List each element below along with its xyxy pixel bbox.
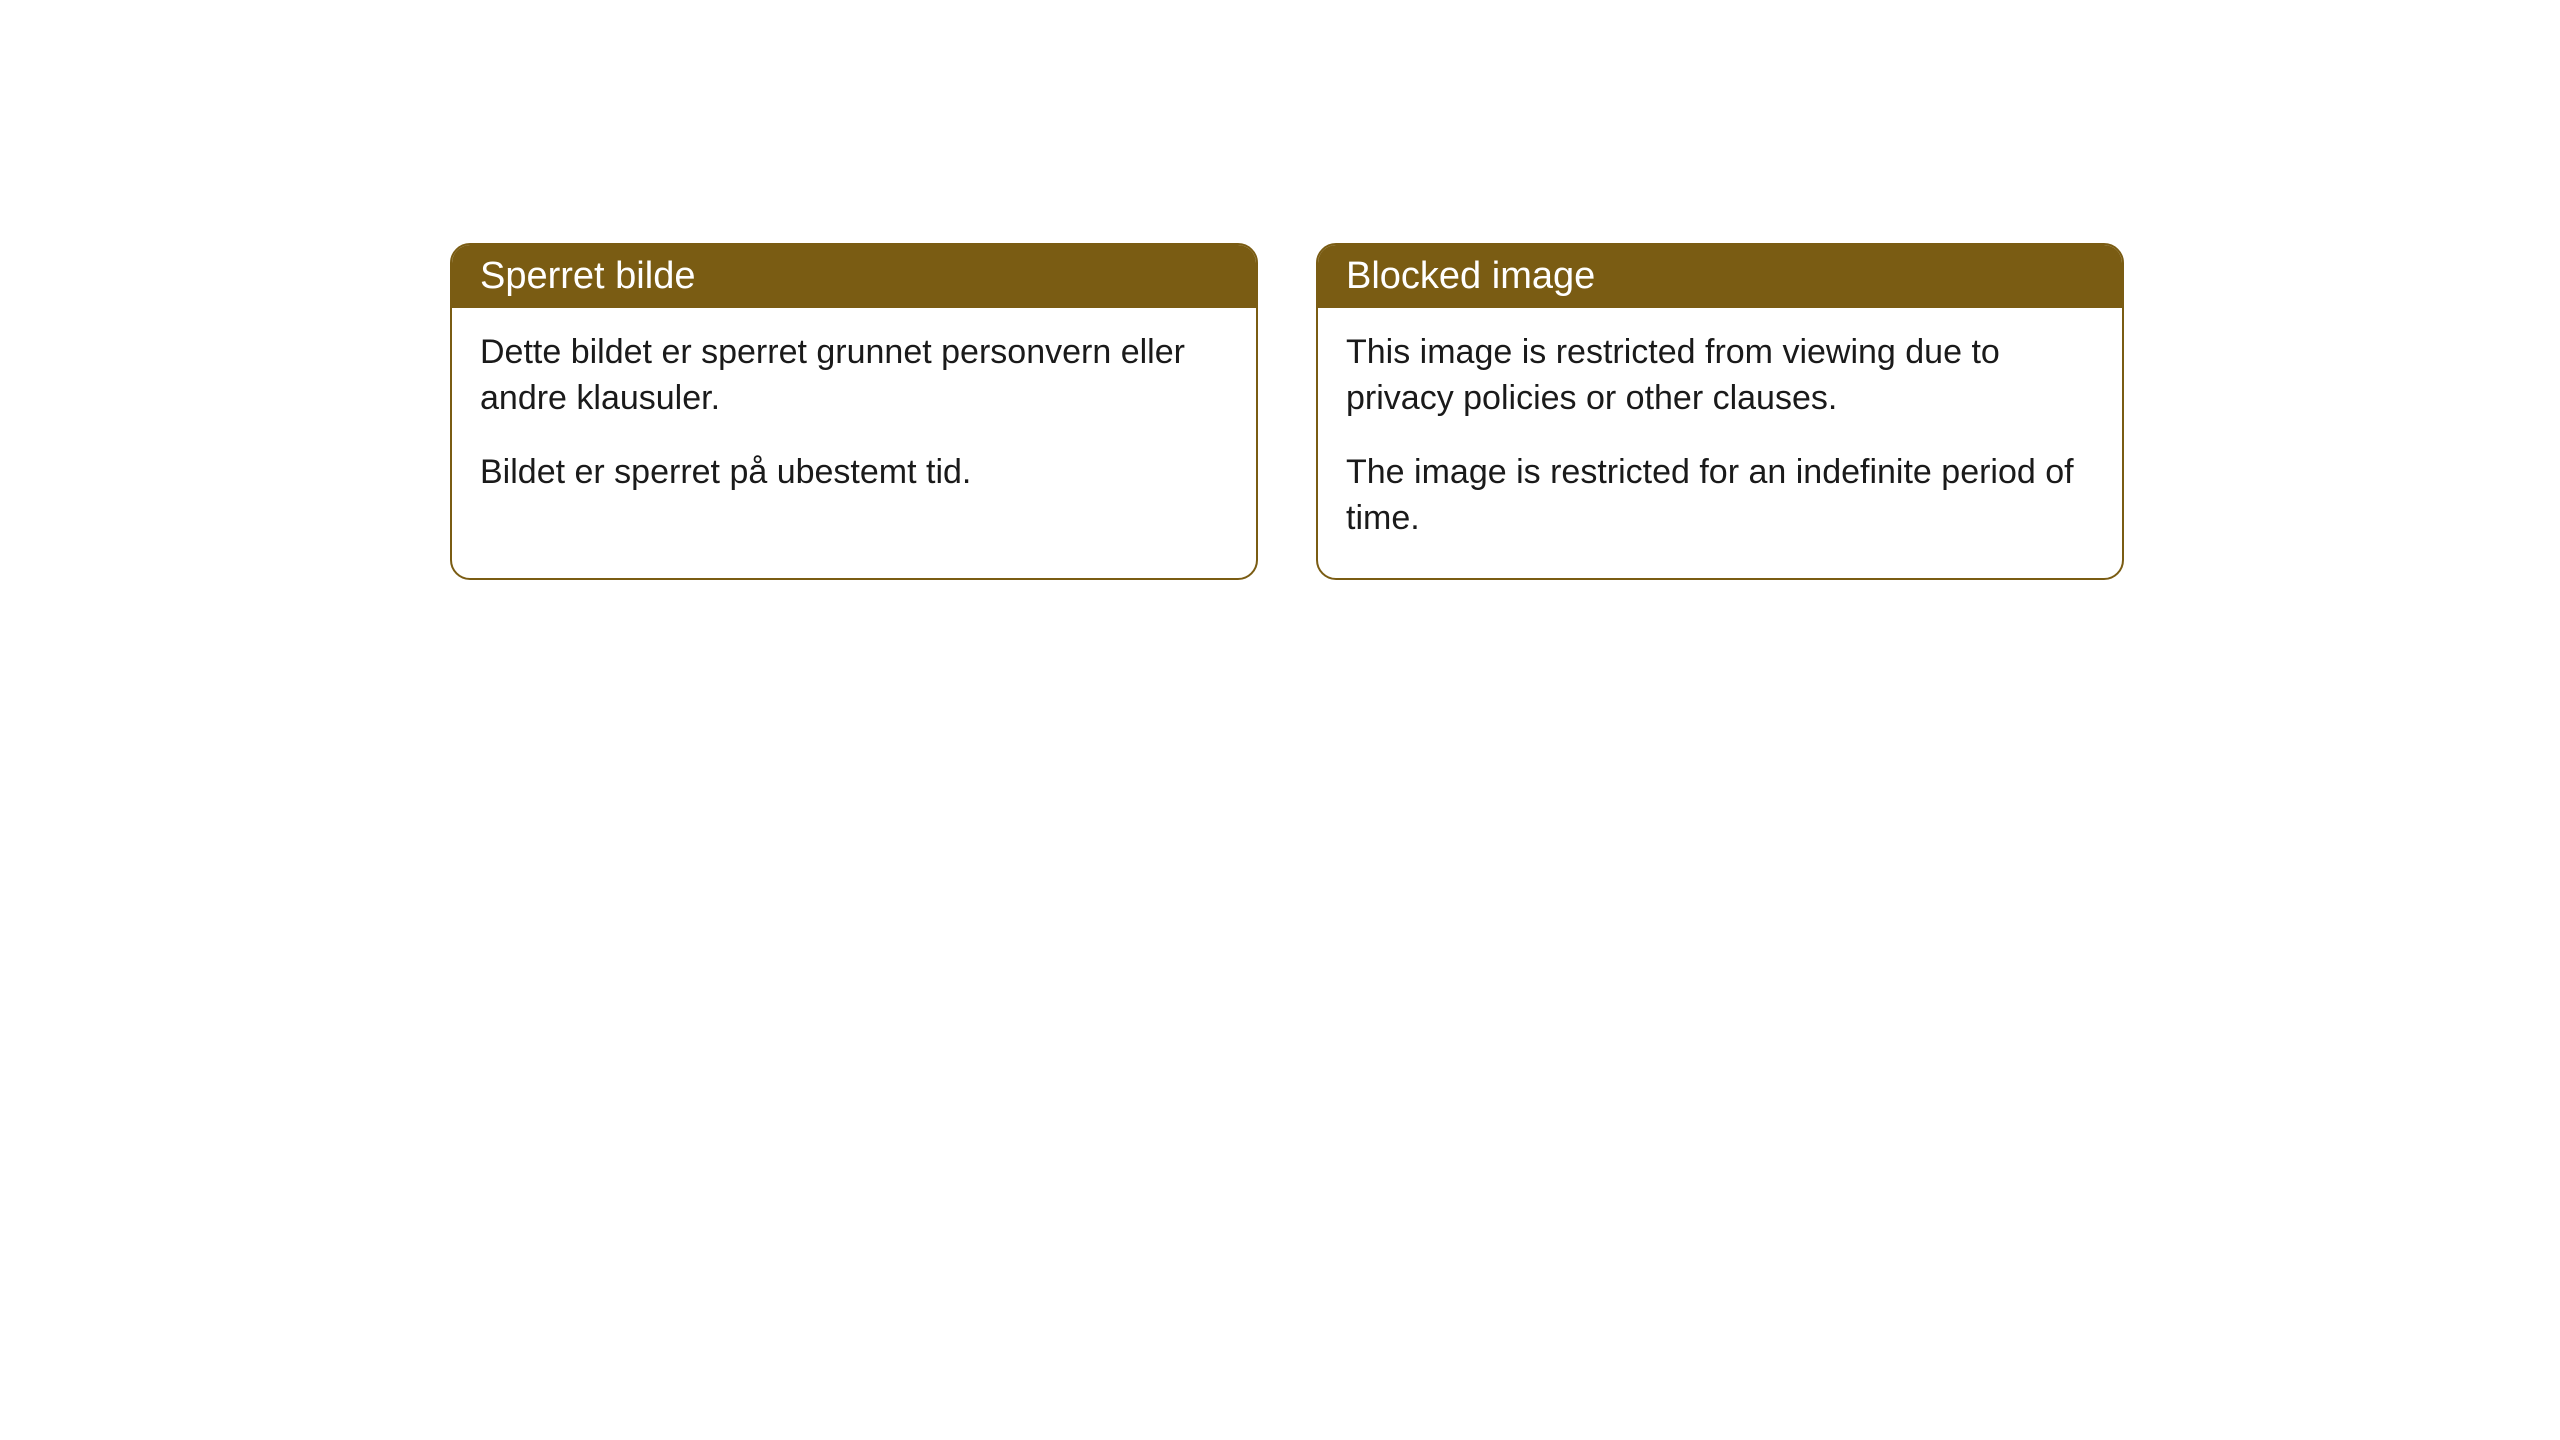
card-paragraph: Bildet er sperret på ubestemt tid. bbox=[480, 450, 1228, 496]
card-paragraph: This image is restricted from viewing du… bbox=[1346, 330, 2094, 422]
card-header: Sperret bilde bbox=[452, 245, 1256, 308]
card-title: Sperret bilde bbox=[480, 255, 695, 297]
card-paragraph: Dette bildet er sperret grunnet personve… bbox=[480, 330, 1228, 422]
card-title: Blocked image bbox=[1346, 255, 1595, 297]
card-paragraph: The image is restricted for an indefinit… bbox=[1346, 450, 2094, 542]
card-header: Blocked image bbox=[1318, 245, 2122, 308]
blocked-image-card-english: Blocked image This image is restricted f… bbox=[1316, 243, 2124, 580]
card-body: This image is restricted from viewing du… bbox=[1318, 308, 2122, 578]
notice-cards-container: Sperret bilde Dette bildet er sperret gr… bbox=[450, 243, 2124, 580]
blocked-image-card-norwegian: Sperret bilde Dette bildet er sperret gr… bbox=[450, 243, 1258, 580]
card-body: Dette bildet er sperret grunnet personve… bbox=[452, 308, 1256, 532]
